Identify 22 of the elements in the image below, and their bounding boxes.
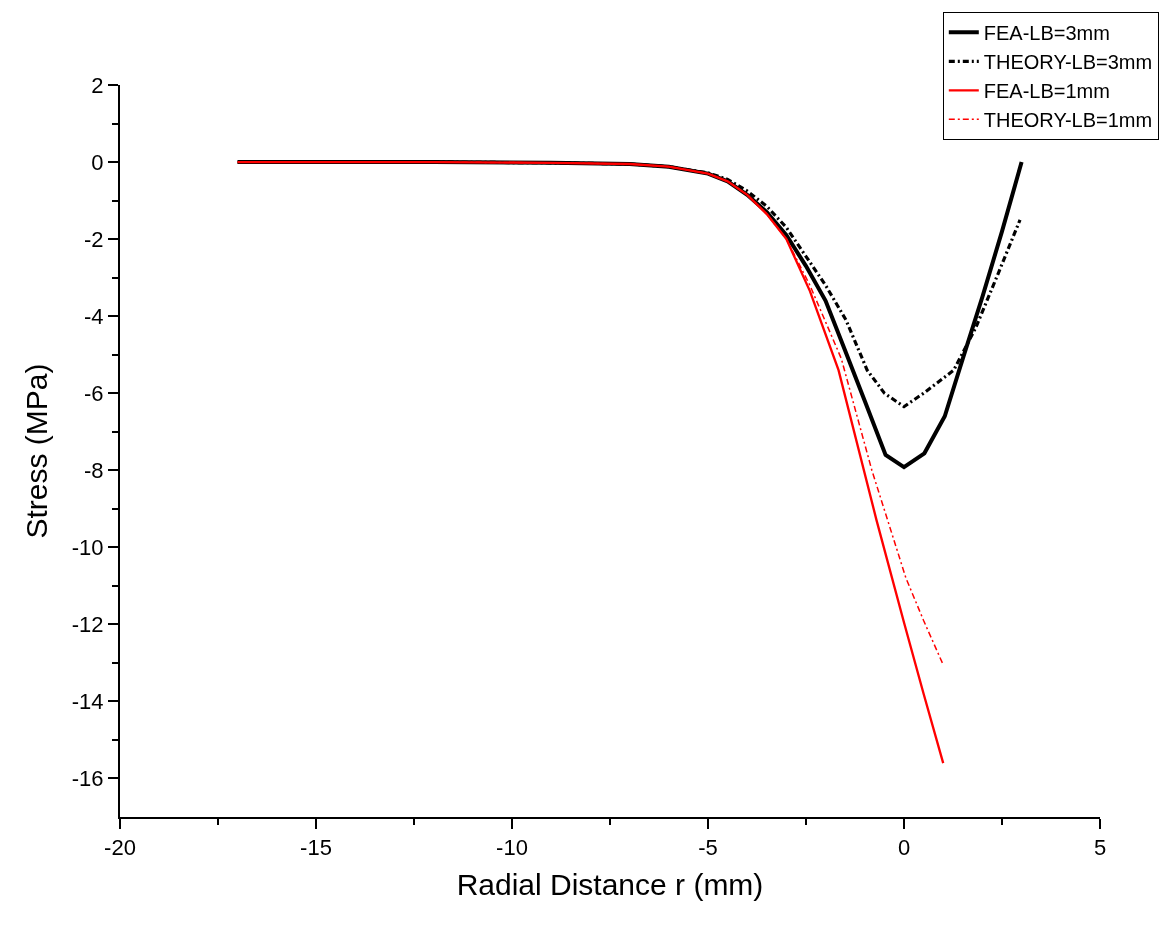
- y-tick-label: -4: [84, 303, 104, 329]
- y-tick-label: -6: [84, 380, 104, 406]
- y-tick-label: -2: [84, 226, 104, 252]
- legend-label: THEORY-LB=3mm: [983, 51, 1153, 74]
- y-tick-label: -10: [71, 535, 104, 561]
- x-tick-label: -15: [300, 835, 332, 861]
- y-tick-label: -12: [71, 612, 104, 638]
- legend-label: FEA-LB=3mm: [983, 22, 1110, 45]
- y-tick-label: -14: [71, 689, 104, 715]
- y-tick-label: 0: [91, 149, 104, 175]
- y-tick-label: -16: [71, 766, 104, 792]
- x-tick-label: 0: [897, 835, 911, 861]
- x-tick-label: 5: [1093, 835, 1107, 861]
- x-tick-label: -5: [698, 835, 718, 861]
- y-axis-title: Stress (MPa): [20, 363, 54, 539]
- x-tick-label: -20: [104, 835, 136, 861]
- y-tick-label: 2: [91, 72, 104, 98]
- y-tick-label: -8: [84, 457, 104, 483]
- x-tick-label: -10: [496, 835, 528, 861]
- legend-label: THEORY-LB=1mm: [983, 109, 1153, 132]
- x-axis-title: Radial Distance r (mm): [456, 868, 764, 902]
- legend-label: FEA-LB=1mm: [983, 80, 1110, 103]
